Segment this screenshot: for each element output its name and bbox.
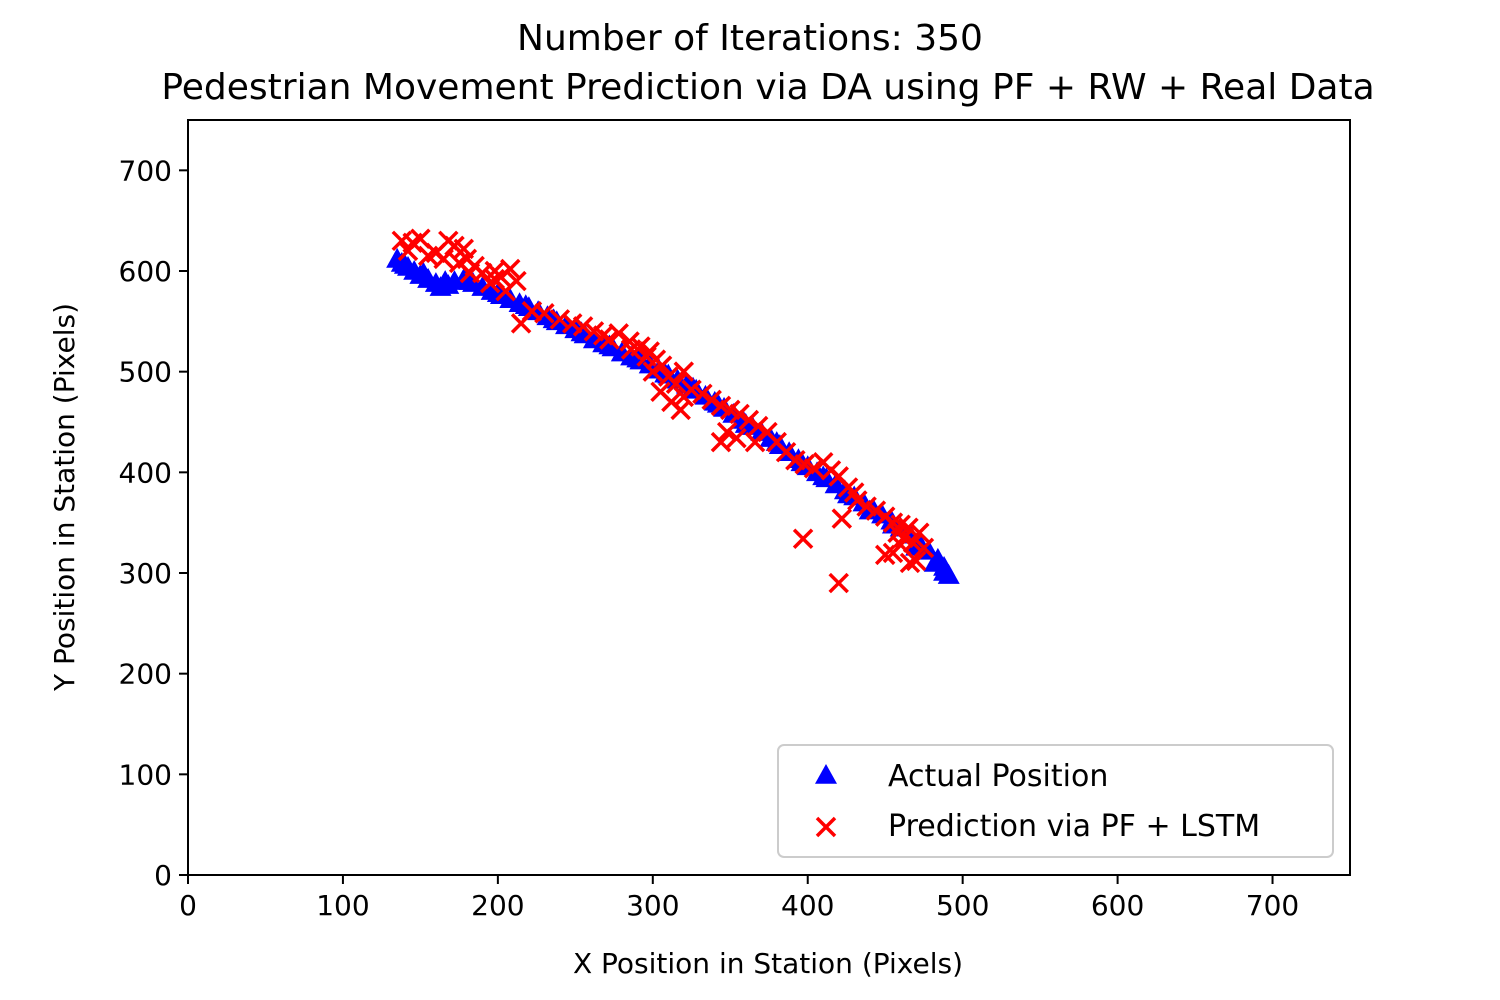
prediction-point xyxy=(484,268,506,290)
prediction-point xyxy=(692,383,713,405)
x-tick-label: 100 xyxy=(316,889,369,922)
prediction-point xyxy=(726,427,747,449)
x-tick-label: 600 xyxy=(1091,889,1144,922)
prediction-point xyxy=(898,517,919,538)
prediction-point xyxy=(865,500,887,521)
prediction-point xyxy=(397,240,419,262)
prediction-point xyxy=(890,534,911,556)
chart-subtitle: Pedestrian Movement Prediction via DA us… xyxy=(161,67,1374,108)
prediction-point xyxy=(549,309,571,330)
prediction-point xyxy=(874,544,896,566)
prediction-point xyxy=(500,258,521,280)
prediction-series xyxy=(391,228,935,594)
actual-position-point xyxy=(923,551,946,572)
y-tick-label: 500 xyxy=(119,356,172,389)
x-tick-label: 0 xyxy=(179,889,197,922)
actual-position-point xyxy=(458,270,481,290)
plot-frame xyxy=(187,119,1351,876)
actual-position-point xyxy=(598,334,621,355)
prediction-point xyxy=(803,458,825,479)
y-tick-label: 300 xyxy=(119,557,172,590)
x-axis: 0 100 200 300 400 500 600 700 xyxy=(179,875,1299,922)
x-axis-label: X Position in Station (Pixels) xyxy=(573,947,963,980)
prediction-point xyxy=(905,550,927,572)
prediction-point xyxy=(673,361,695,382)
prediction-point xyxy=(665,373,687,394)
prediction-point xyxy=(831,508,853,529)
x-tick-label: 500 xyxy=(936,889,989,922)
legend: Actual Position Prediction via PF + LSTM xyxy=(777,744,1334,858)
prediction-point xyxy=(843,482,865,503)
y-tick-label: 400 xyxy=(119,456,172,489)
prediction-point xyxy=(608,323,629,344)
prediction-point xyxy=(572,316,594,337)
x-tick-label: 400 xyxy=(781,889,834,922)
y-tick-label: 600 xyxy=(119,255,172,288)
legend-triangle-icon xyxy=(815,764,837,784)
prediction-point xyxy=(747,415,769,437)
legend-box xyxy=(777,744,1334,858)
prediction-point xyxy=(716,421,738,443)
prediction-point xyxy=(681,379,702,401)
prediction-point xyxy=(738,409,760,431)
prediction-point xyxy=(636,346,657,367)
prediction-point xyxy=(599,329,620,350)
x-tick-label: 200 xyxy=(471,889,524,922)
x-tick-label: 700 xyxy=(1246,889,1299,922)
actual-position-point xyxy=(393,253,416,274)
prediction-point xyxy=(710,431,732,453)
chart-title: Number of Iterations: 350 xyxy=(517,18,983,59)
prediction-point xyxy=(650,381,671,403)
prediction-point xyxy=(651,355,673,376)
legend-marker-prediction xyxy=(815,816,837,838)
x-tick-label: 300 xyxy=(626,889,679,922)
y-tick-label: 200 xyxy=(119,658,172,691)
actual-position-point xyxy=(412,262,435,282)
prediction-point xyxy=(701,389,722,411)
prediction-point xyxy=(909,522,930,543)
plot-markers xyxy=(386,228,960,594)
prediction-point xyxy=(459,262,481,284)
prediction-point xyxy=(534,303,555,324)
prediction-point xyxy=(828,572,849,594)
y-tick-label: 700 xyxy=(119,154,172,187)
legend-cross-icon xyxy=(815,816,837,838)
y-tick-label: 0 xyxy=(154,859,172,892)
prediction-point xyxy=(792,528,814,550)
prediction-point xyxy=(425,242,447,264)
prediction-point xyxy=(620,339,642,360)
legend-label-prediction: Prediction via PF + LSTM xyxy=(888,809,1260,844)
prediction-point xyxy=(670,399,691,421)
actual-position-point xyxy=(434,270,457,290)
prediction-point xyxy=(744,431,766,453)
legend-label-actual: Actual Position xyxy=(888,759,1108,794)
actual-position-point xyxy=(542,308,565,329)
prediction-point xyxy=(729,403,750,425)
y-axis: 0 100 200 300 400 500 600 700 xyxy=(119,154,188,892)
y-tick-label: 100 xyxy=(119,758,172,791)
legend-marker-actual xyxy=(815,764,837,784)
prediction-point xyxy=(642,361,664,382)
prediction-point xyxy=(913,537,935,559)
y-axis-label: Y Position in Station (Pixels) xyxy=(48,303,81,692)
